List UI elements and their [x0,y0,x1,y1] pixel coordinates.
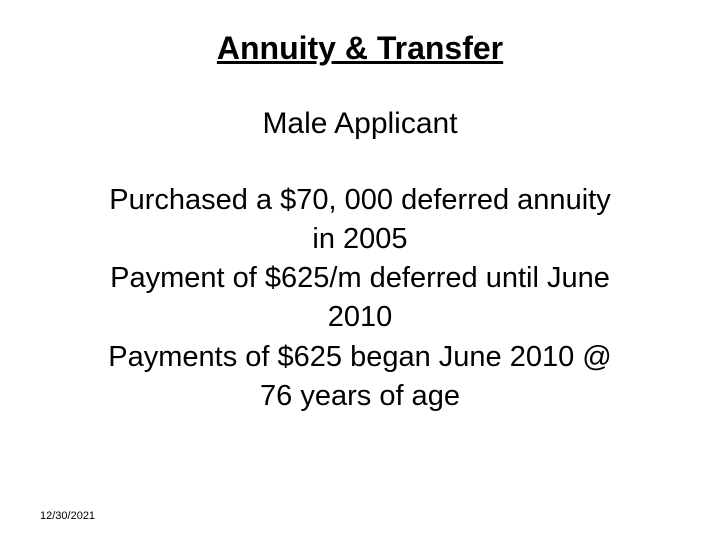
body-line-4: 2010 [45,298,675,337]
slide-title: Annuity & Transfer [40,30,680,67]
body-line-5: Payments of $625 began June 2010 @ [45,338,675,377]
slide-container: Annuity & Transfer Male Applicant Purcha… [0,0,720,540]
body-line-1: Purchased a $70, 000 deferred annuity [45,181,675,220]
slide-subtitle: Male Applicant [40,107,680,141]
body-line-3: Payment of $625/m deferred until June [45,259,675,298]
slide-body: Purchased a $70, 000 deferred annuity in… [40,181,680,416]
body-line-2: in 2005 [45,220,675,259]
body-line-6: 76 years of age [45,377,675,416]
footer-date: 12/30/2021 [40,510,95,522]
